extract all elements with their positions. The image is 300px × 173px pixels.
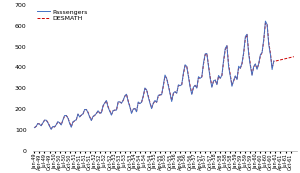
- DESMATH: [292, 56, 296, 58]
- Passengers: [264, 20, 267, 22]
- DESMATH: [141, 95, 145, 98]
- Passengers: [33, 127, 36, 129]
- DESMATH: [213, 79, 217, 81]
- DESMATH: [264, 22, 267, 24]
- DESMATH: [131, 108, 135, 110]
- Passengers: [51, 125, 55, 128]
- Passengers: [230, 85, 234, 87]
- Line: Passengers: Passengers: [34, 21, 274, 129]
- Passengers: [227, 66, 230, 68]
- DESMATH: [100, 112, 103, 114]
- DESMATH: [33, 127, 36, 129]
- DESMATH: [244, 37, 247, 39]
- DESMATH: [188, 85, 192, 87]
- Passengers: [50, 128, 53, 130]
- Line: DESMATH: DESMATH: [34, 23, 294, 129]
- DESMATH: [50, 128, 53, 130]
- Passengers: [205, 52, 208, 54]
- Legend: Passengers, DESMATH: Passengers, DESMATH: [36, 8, 89, 22]
- Passengers: [108, 110, 112, 112]
- Passengers: [70, 126, 73, 128]
- Passengers: [272, 60, 276, 62]
